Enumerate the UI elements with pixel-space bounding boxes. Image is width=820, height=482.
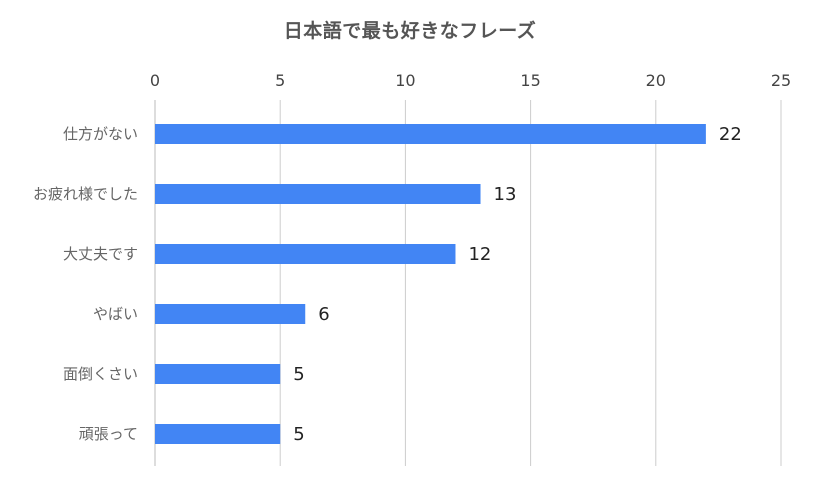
bars [155,124,706,444]
category-label: やばい [93,305,138,323]
data-label: 22 [719,124,742,145]
gridlines [154,100,782,466]
bar-6 [155,424,281,444]
data-label: 5 [293,424,304,445]
data-label: 6 [318,304,329,325]
x-tick-label: 20 [646,71,666,90]
x-tick-label: 10 [395,71,415,90]
x-axis-ticks: 0 5 10 15 20 25 [150,71,791,90]
x-tick-label: 15 [520,71,540,90]
bar-3 [155,244,456,264]
data-label: 13 [494,184,517,205]
category-label: お疲れ様でした [33,185,138,203]
bar-2 [155,184,481,204]
x-tick-label: 5 [275,71,285,90]
category-label: 大丈夫です [63,245,138,263]
category-label: 頑張って [79,425,138,443]
chart-title: 日本語で最も好きなフレーズ [283,20,537,42]
x-tick-label: 0 [150,71,160,90]
category-label: 面倒くさい [63,365,138,383]
data-label: 12 [468,244,491,265]
category-label: 仕方がない [63,125,138,143]
x-tick-label: 25 [771,71,791,90]
data-labels: 22 13 12 6 5 5 [293,124,742,445]
data-label: 5 [293,364,304,385]
bar-5 [155,364,281,384]
bar-4 [155,304,306,324]
bar-1 [155,124,706,144]
